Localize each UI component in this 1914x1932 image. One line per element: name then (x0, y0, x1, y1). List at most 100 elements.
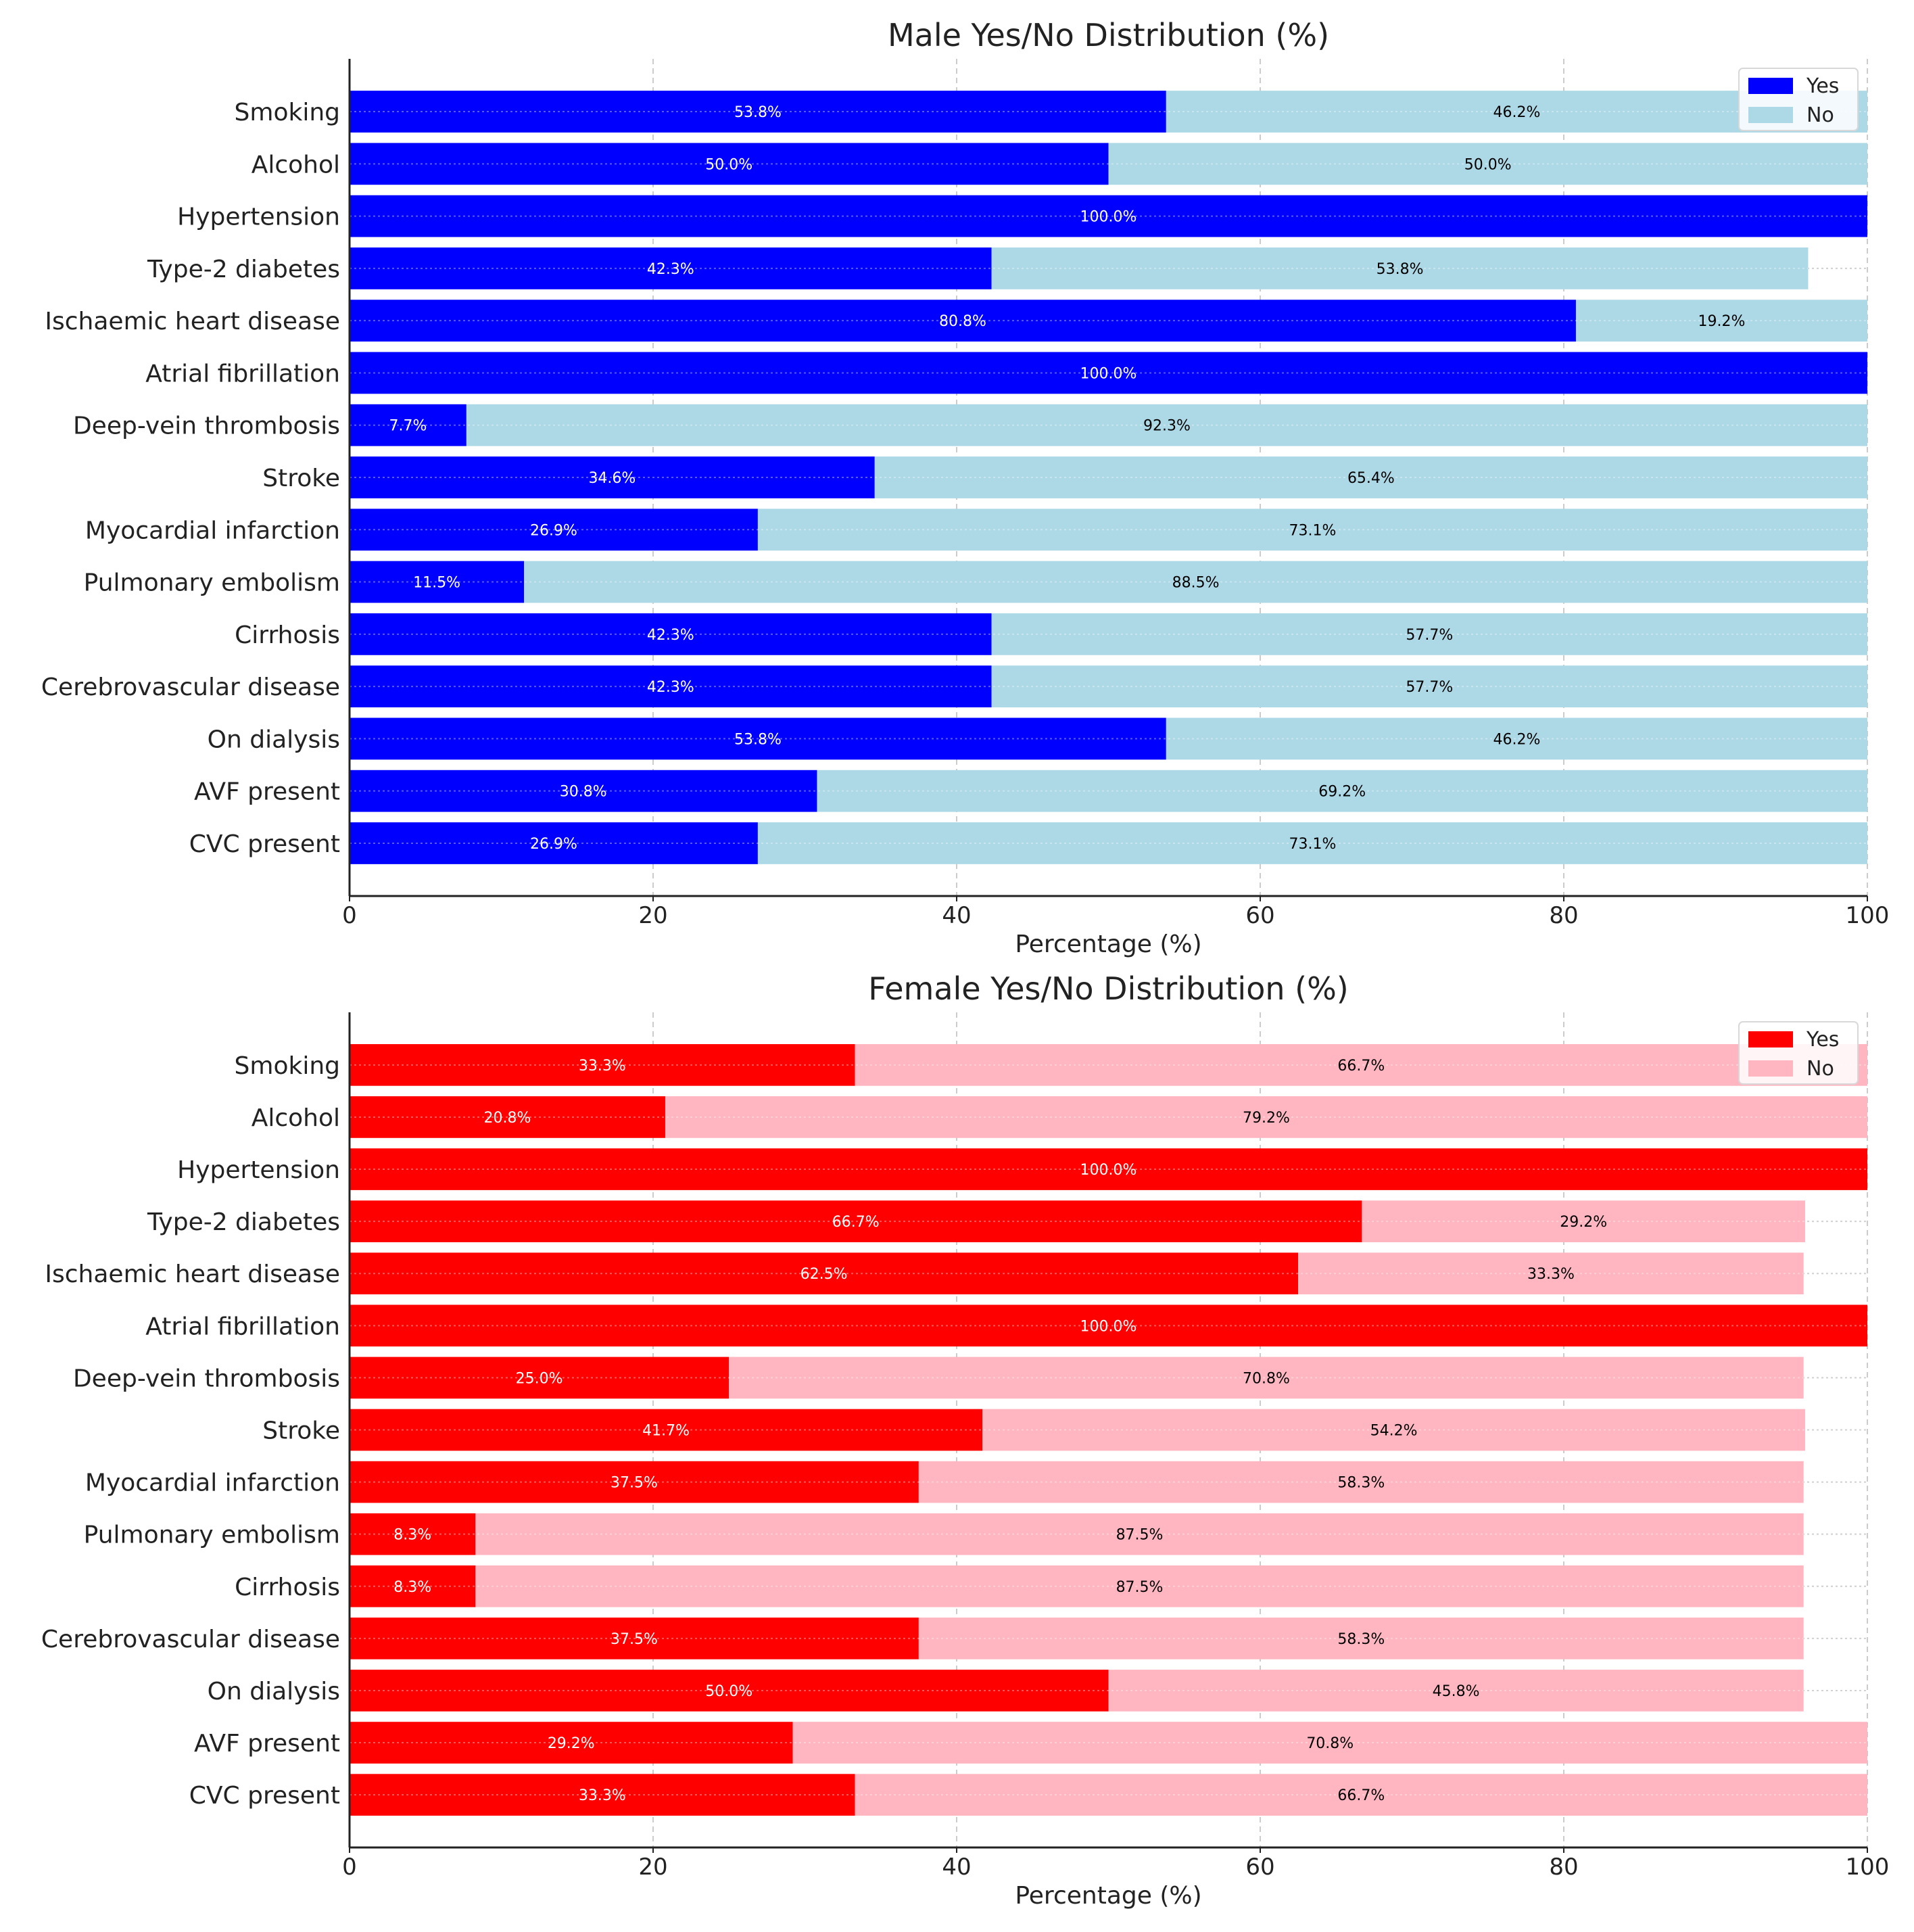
male-chart: Male Yes/No Distribution (%) Smoking 53.8%… (41, 17, 1890, 958)
bar-no (918, 1461, 1804, 1503)
x-tick-label: 80 (1549, 1854, 1578, 1881)
bar-no (1575, 300, 1867, 342)
data-label-yes: 53.8% (734, 731, 782, 748)
legend-swatch-yes (1748, 1031, 1793, 1047)
data-label-yes: 50.0% (705, 1683, 752, 1700)
data-label-yes: 100.0% (1080, 1162, 1137, 1179)
data-label-yes: 62.5% (800, 1266, 848, 1283)
data-label-no: 88.5% (1172, 575, 1220, 592)
bar-no (1298, 1252, 1804, 1295)
y-tick-label: Ischaemic heart disease (45, 308, 340, 335)
data-label-no: 73.1% (1289, 836, 1337, 853)
y-tick-label: Hypertension (177, 204, 340, 231)
bar-yes (350, 665, 992, 708)
legend-swatch-no (1748, 1060, 1793, 1077)
x-axis-label: Percentage (%) (1015, 1882, 1201, 1910)
data-label-no: 57.7% (1406, 679, 1453, 696)
y-tick-label: Ischaemic heart disease (45, 1260, 340, 1288)
bar-yes (350, 1252, 1299, 1295)
bar-no (1108, 143, 1867, 185)
chart-title: Female Yes/No Distribution (%) (868, 970, 1348, 1007)
data-label-no: 73.1% (1289, 522, 1337, 539)
bar-no (475, 1513, 1804, 1555)
bar-yes (350, 456, 875, 498)
y-tick-label: CVC present (189, 1782, 340, 1810)
data-label-yes: 8.3% (393, 1579, 431, 1596)
y-tick-label: Smoking (235, 99, 340, 126)
data-label-yes: 42.3% (647, 679, 694, 696)
y-tick-label: AVF present (194, 778, 340, 806)
bar-no (918, 1618, 1804, 1659)
bar-no (855, 1044, 1867, 1086)
data-label-yes: 29.2% (548, 1735, 595, 1752)
bar-yes (350, 352, 1867, 394)
data-label-no: 33.3% (1527, 1266, 1575, 1283)
data-label-no: 29.2% (1560, 1214, 1607, 1231)
bar-yes (350, 1461, 919, 1503)
data-label-no: 53.8% (1377, 261, 1424, 278)
bar-yes (350, 1357, 729, 1399)
bar-yes (350, 195, 1867, 237)
data-label-yes: 100.0% (1080, 209, 1137, 226)
data-label-yes: 42.3% (647, 627, 694, 644)
data-label-yes: 37.5% (611, 1475, 658, 1492)
data-label-yes: 26.9% (530, 522, 577, 539)
bar-yes (350, 770, 817, 812)
data-label-yes: 20.8% (484, 1110, 531, 1127)
data-label-yes: 33.3% (579, 1058, 626, 1075)
bar-no (1362, 1200, 1805, 1242)
y-tick-label: Cerebrovascular disease (41, 1626, 340, 1653)
legend: Yes No (1738, 68, 1859, 131)
bar-yes (350, 1722, 793, 1764)
x-tick-label: 80 (1549, 902, 1578, 929)
bar-yes (350, 1148, 1867, 1190)
x-tick-label: 60 (1245, 1854, 1274, 1881)
bar-yes (350, 1304, 1867, 1347)
bar-yes (350, 300, 1576, 342)
x-tick-label: 20 (638, 902, 667, 929)
data-label-no: 46.2% (1493, 731, 1540, 748)
data-label-yes: 8.3% (393, 1527, 431, 1544)
female-chart: Female Yes/No Distribution (%) Smoking 33.… (41, 970, 1890, 1910)
y-tick-label: Type-2 diabetes (147, 1208, 340, 1236)
bar-yes (350, 1670, 1109, 1712)
bar-yes (350, 1044, 855, 1086)
y-tick-label: Alcohol (252, 1104, 340, 1132)
bar-no (792, 1722, 1867, 1764)
data-label-yes: 25.0% (516, 1370, 563, 1387)
y-tick-label: Cirrhosis (235, 1574, 340, 1601)
bar-yes (350, 1200, 1362, 1242)
y-tick-label: Type-2 diabetes (147, 256, 340, 283)
data-label-yes: 11.5% (413, 575, 460, 592)
legend-swatch-no (1748, 107, 1793, 123)
data-label-no: 66.7% (1337, 1787, 1385, 1804)
data-label-no: 65.4% (1347, 470, 1395, 487)
legend-label-yes: Yes (1806, 74, 1839, 98)
y-tick-label: Smoking (235, 1052, 340, 1080)
data-label-no: 46.2% (1493, 104, 1540, 121)
bar-yes (350, 143, 1109, 185)
data-label-no: 70.8% (1306, 1735, 1354, 1752)
data-label-yes: 26.9% (530, 836, 577, 853)
bar-yes (350, 247, 992, 289)
data-label-no: 66.7% (1337, 1058, 1385, 1075)
legend-label-no: No (1807, 1057, 1834, 1081)
y-tick-label: Cerebrovascular disease (41, 674, 340, 701)
bar-yes (350, 1618, 919, 1659)
bar-no (991, 665, 1867, 708)
bar-yes (350, 717, 1166, 760)
data-label-no: 50.0% (1464, 156, 1512, 173)
data-label-no: 58.3% (1337, 1475, 1385, 1492)
y-tick-label: CVC present (189, 830, 340, 858)
bar-yes (350, 1513, 476, 1555)
bar-yes (350, 404, 466, 446)
data-label-yes: 66.7% (832, 1214, 880, 1231)
y-tick-label: Atrial fibrillation (145, 1313, 340, 1340)
bar-yes (350, 613, 992, 655)
y-tick-label: Alcohol (252, 151, 340, 179)
bar-no (1166, 717, 1867, 760)
legend-swatch-yes (1748, 78, 1793, 94)
bar-no (991, 613, 1867, 655)
legend: Yes No (1738, 1021, 1859, 1085)
